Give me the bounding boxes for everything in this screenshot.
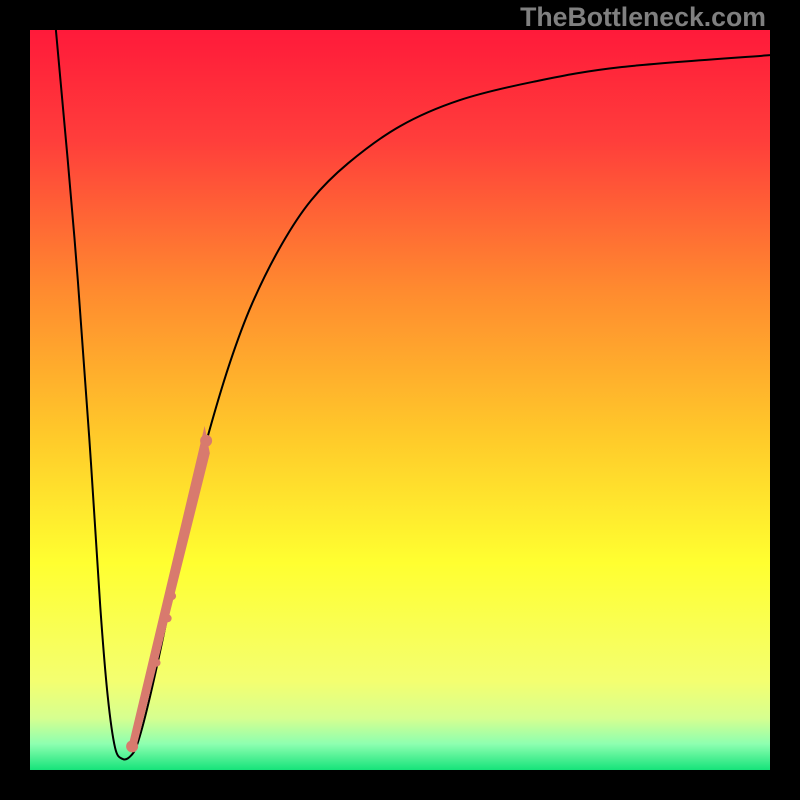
watermark-text: TheBottleneck.com <box>520 2 766 33</box>
gradient-background <box>30 30 770 770</box>
chart-canvas: TheBottleneck.com <box>0 0 800 800</box>
bottleneck-plot <box>0 0 800 800</box>
